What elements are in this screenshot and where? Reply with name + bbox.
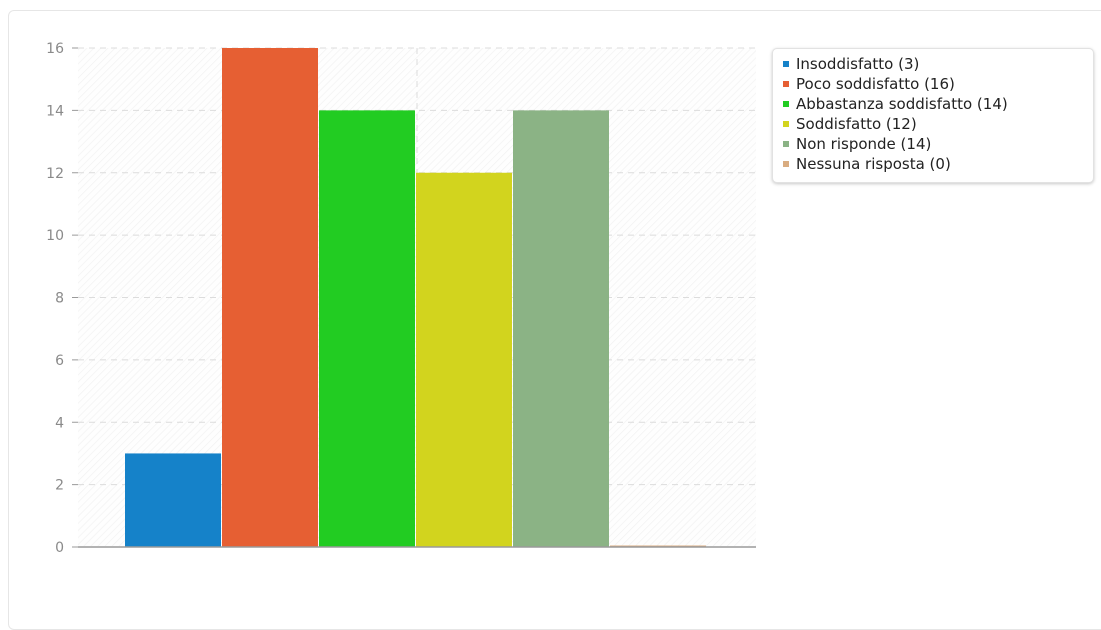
legend-label: Non risponde (14) — [796, 135, 932, 153]
y-tick-label: 8 — [55, 291, 64, 307]
y-tick-label: 4 — [55, 415, 64, 431]
y-tick-label: 16 — [46, 41, 64, 57]
legend-item-insoddisfatto[interactable]: Insoddisfatto (3) — [783, 54, 1083, 74]
legend: Insoddisfatto (3) Poco soddisfatto (16) … — [772, 48, 1094, 183]
y-tick-label: 10 — [46, 228, 64, 244]
bar-poco-soddisfatto[interactable] — [222, 48, 318, 547]
bar-insoddisfatto[interactable] — [125, 453, 221, 547]
y-tick-label: 2 — [55, 478, 64, 494]
legend-label: Poco soddisfatto (16) — [796, 75, 955, 93]
y-tick-label: 12 — [46, 166, 64, 182]
y-axis: 0 2 4 6 8 10 12 14 16 — [46, 41, 78, 556]
legend-swatch — [783, 121, 789, 127]
bars — [125, 48, 706, 547]
legend-item-nessuna-risposta[interactable]: Nessuna risposta (0) — [783, 154, 1083, 174]
legend-label: Nessuna risposta (0) — [796, 155, 951, 173]
bar-non-risponde[interactable] — [513, 110, 609, 547]
bar-soddisfatto[interactable] — [416, 172, 512, 547]
legend-item-poco-soddisfatto[interactable]: Poco soddisfatto (16) — [783, 74, 1083, 94]
legend-swatch — [783, 161, 789, 167]
legend-swatch — [783, 61, 789, 67]
legend-item-soddisfatto[interactable]: Soddisfatto (12) — [783, 114, 1083, 134]
legend-swatch — [783, 81, 789, 87]
bar-abbastanza-soddisfatto[interactable] — [319, 110, 415, 547]
legend-item-abbastanza-soddisfatto[interactable]: Abbastanza soddisfatto (14) — [783, 94, 1083, 114]
legend-swatch — [783, 141, 789, 147]
legend-label: Insoddisfatto (3) — [796, 55, 920, 73]
y-tick-label: 6 — [55, 353, 64, 369]
y-tick-label: 0 — [55, 540, 64, 556]
legend-item-non-risponde[interactable]: Non risponde (14) — [783, 134, 1083, 154]
legend-swatch — [783, 101, 789, 107]
legend-label: Abbastanza soddisfatto (14) — [796, 95, 1008, 113]
y-tick-label: 14 — [46, 103, 64, 119]
legend-label: Soddisfatto (12) — [796, 115, 917, 133]
